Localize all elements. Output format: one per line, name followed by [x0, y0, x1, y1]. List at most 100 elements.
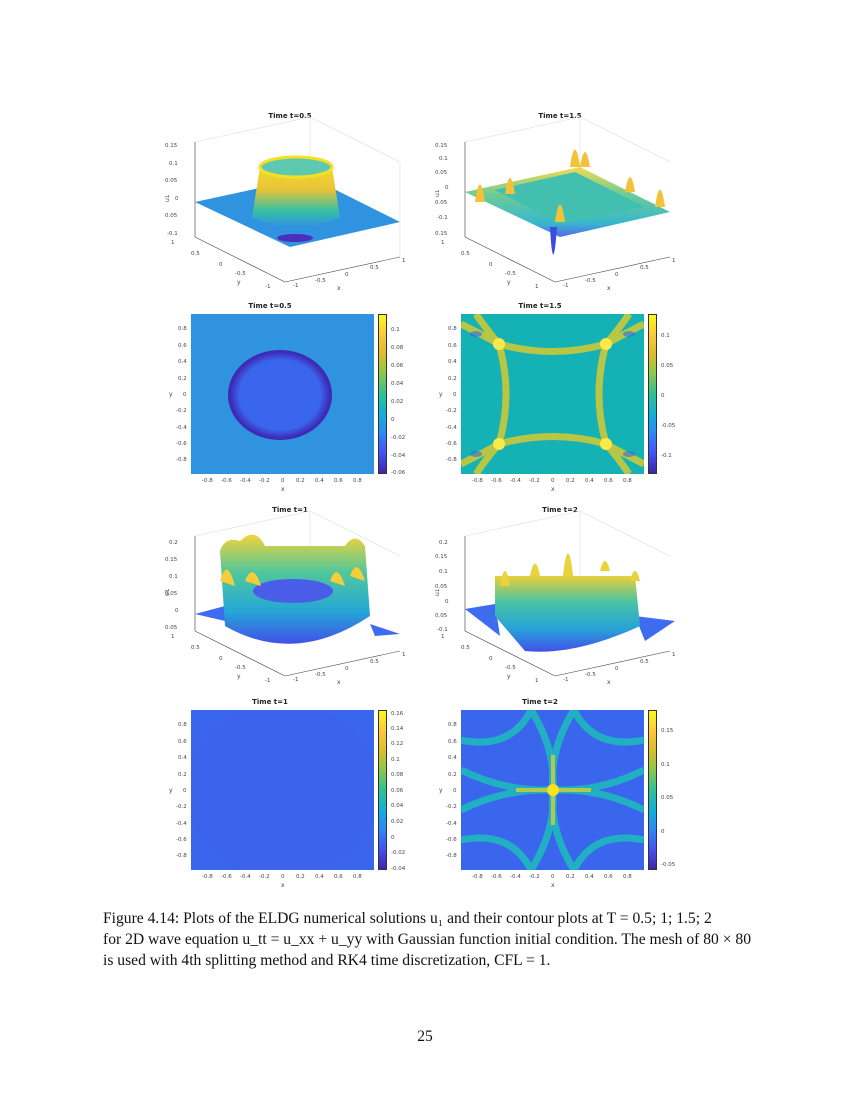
- svg-text:u1: u1: [435, 588, 441, 596]
- svg-text:y: y: [507, 279, 511, 286]
- axis-tick-label: 0: [661, 393, 665, 399]
- surface-3d-svg: 0.2 0.15 0.1 0.05 0 -0.05 1 0.5 0 -0.5 -…: [165, 510, 406, 686]
- svg-text:y: y: [237, 673, 241, 680]
- svg-text:y: y: [507, 673, 511, 680]
- axis-tick-label: 0.6: [178, 739, 187, 745]
- heatmap-area: [461, 710, 644, 870]
- axis-tick-label: -0.04: [391, 453, 406, 459]
- axis-tick-label: 0.4: [448, 755, 457, 761]
- svg-text:u1: u1: [165, 194, 171, 202]
- axis-tick-label: -0.6: [446, 441, 457, 447]
- svg-text:0.5: 0.5: [640, 659, 649, 665]
- svg-text:-1: -1: [293, 283, 298, 289]
- svg-text:1: 1: [402, 652, 406, 658]
- plot-title: Time t=2: [542, 506, 578, 514]
- svg-text:0.5: 0.5: [191, 251, 200, 257]
- contour-plot-t1.5: Time t=1.5 0.1 0.05 0 -0.05 -0.1 0.8 0.6…: [435, 302, 685, 497]
- axis-tick-label: 0.08: [391, 345, 404, 351]
- axis-tick-label: 0.04: [391, 381, 404, 387]
- svg-text:x: x: [337, 285, 341, 292]
- plot-title: Time t=1.5: [518, 302, 562, 310]
- axis-tick-label: -0.02: [391, 850, 406, 856]
- caption-line-2: for 2D wave equation u_tt = u_xx + u_yy …: [103, 931, 752, 948]
- axis-tick-label: 0.4: [585, 874, 594, 880]
- axis-tick-label: -0.4: [240, 478, 251, 484]
- svg-text:x: x: [607, 679, 611, 686]
- svg-text:-0.5: -0.5: [315, 278, 326, 284]
- axis-tick-label: -0.4: [176, 821, 187, 827]
- axis-tick-label: 0.1: [391, 327, 400, 333]
- svg-text:-0.5: -0.5: [235, 271, 246, 277]
- plot-title: Time t=2: [522, 698, 558, 706]
- axis-tick-label: 0.6: [448, 343, 457, 349]
- axis-label: y: [169, 787, 173, 794]
- axis-tick-label: 0.02: [391, 819, 404, 825]
- svg-text:0.5: 0.5: [461, 645, 470, 651]
- axis-tick-label: 0.05: [661, 795, 674, 801]
- axis-tick-label: 0.2: [566, 478, 575, 484]
- axis-tick-label: -0.05: [661, 423, 676, 429]
- axis-tick-label: 0.1: [661, 333, 670, 339]
- axis-tick-label: 0.6: [334, 478, 343, 484]
- axis-tick-label: -0.4: [176, 425, 187, 431]
- svg-text:-1: -1: [563, 283, 568, 289]
- surface-3d-svg: 0.15 0.1 0.05 0 -0.05 -0.1 1 0.5 0 -0.5 …: [165, 116, 406, 292]
- axis-tick-label: 0: [453, 392, 457, 398]
- axis-tick-label: 0: [453, 788, 457, 794]
- contour-plot-t1: Time t=1 0.16 0.14 0.12 0.1 0.08 0.06 0.…: [165, 698, 415, 893]
- axis-tick-label: 0: [281, 478, 285, 484]
- plot-title: Time t=1.5: [538, 112, 582, 120]
- axis-tick-label: -0.1: [661, 453, 672, 459]
- svg-text:0.05: 0.05: [435, 584, 448, 590]
- svg-text:0: 0: [175, 608, 179, 614]
- axis-tick-label: -0.8: [176, 853, 187, 859]
- axis-tick-label: 0.8: [178, 722, 187, 728]
- svg-text:0: 0: [175, 196, 179, 202]
- axis-tick-label: 0: [391, 417, 395, 423]
- svg-text:0.05: 0.05: [165, 591, 178, 597]
- heatmap-area: [191, 314, 374, 474]
- axis-tick-label: 0: [551, 874, 555, 880]
- axis-tick-label: -0.6: [221, 478, 232, 484]
- svg-text:1: 1: [535, 678, 539, 684]
- axis-tick-label: 0.6: [334, 874, 343, 880]
- svg-text:0.05: 0.05: [435, 170, 448, 176]
- axis-tick-label: 0.8: [448, 326, 457, 332]
- axis-tick-label: -0.2: [259, 874, 270, 880]
- axis-label: x: [551, 486, 555, 493]
- axis-tick-label: -0.4: [446, 821, 457, 827]
- surface-plot-t0.5: Time t=0.5 0.15 0.1 0.05 0 -0.05 -0.1 1 …: [165, 112, 415, 292]
- axis-tick-label: 0.8: [623, 874, 632, 880]
- axis-label: x: [551, 882, 555, 889]
- svg-text:-0.5: -0.5: [235, 665, 246, 671]
- svg-text:-1: -1: [563, 677, 568, 683]
- svg-text:0.5: 0.5: [640, 265, 649, 271]
- axis-tick-label: 0: [183, 788, 187, 794]
- svg-text:0.15: 0.15: [165, 557, 178, 563]
- axis-label: y: [169, 391, 173, 398]
- axis-tick-label: 0.6: [604, 478, 613, 484]
- svg-text:1: 1: [171, 634, 175, 640]
- caption-line-1: Figure 4.14: Plots of the ELDG numerical…: [103, 910, 712, 927]
- plot-title: Time t=0.5: [248, 302, 292, 310]
- svg-text:0: 0: [615, 272, 619, 278]
- axis-tick-label: 0.16: [391, 711, 404, 717]
- svg-text:0.1: 0.1: [439, 156, 448, 162]
- svg-text:0.15: 0.15: [165, 143, 178, 149]
- svg-text:-0.05: -0.05: [165, 213, 178, 219]
- axis-tick-label: -0.2: [446, 804, 457, 810]
- axis-tick-label: -0.2: [529, 874, 540, 880]
- surface-3d-svg: 0.15 0.1 0.05 0 -0.05 -0.1 -0.15 1 0.5 0…: [435, 116, 676, 292]
- axis-tick-label: -0.8: [446, 457, 457, 463]
- axis-tick-label: -0.8: [446, 853, 457, 859]
- svg-text:0.2: 0.2: [169, 540, 178, 546]
- axis-tick-label: 0: [391, 835, 395, 841]
- svg-text:u1: u1: [165, 588, 171, 596]
- svg-text:-0.05: -0.05: [435, 200, 448, 206]
- axis-tick-label: 0.8: [623, 478, 632, 484]
- caption-line-3: is used with 4th splitting method and RK…: [103, 952, 551, 969]
- axis-tick-label: 0.15: [661, 728, 674, 734]
- axis-tick-label: 0.2: [178, 376, 187, 382]
- axis-tick-label: 0.2: [178, 772, 187, 778]
- axis-tick-label: -0.6: [176, 837, 187, 843]
